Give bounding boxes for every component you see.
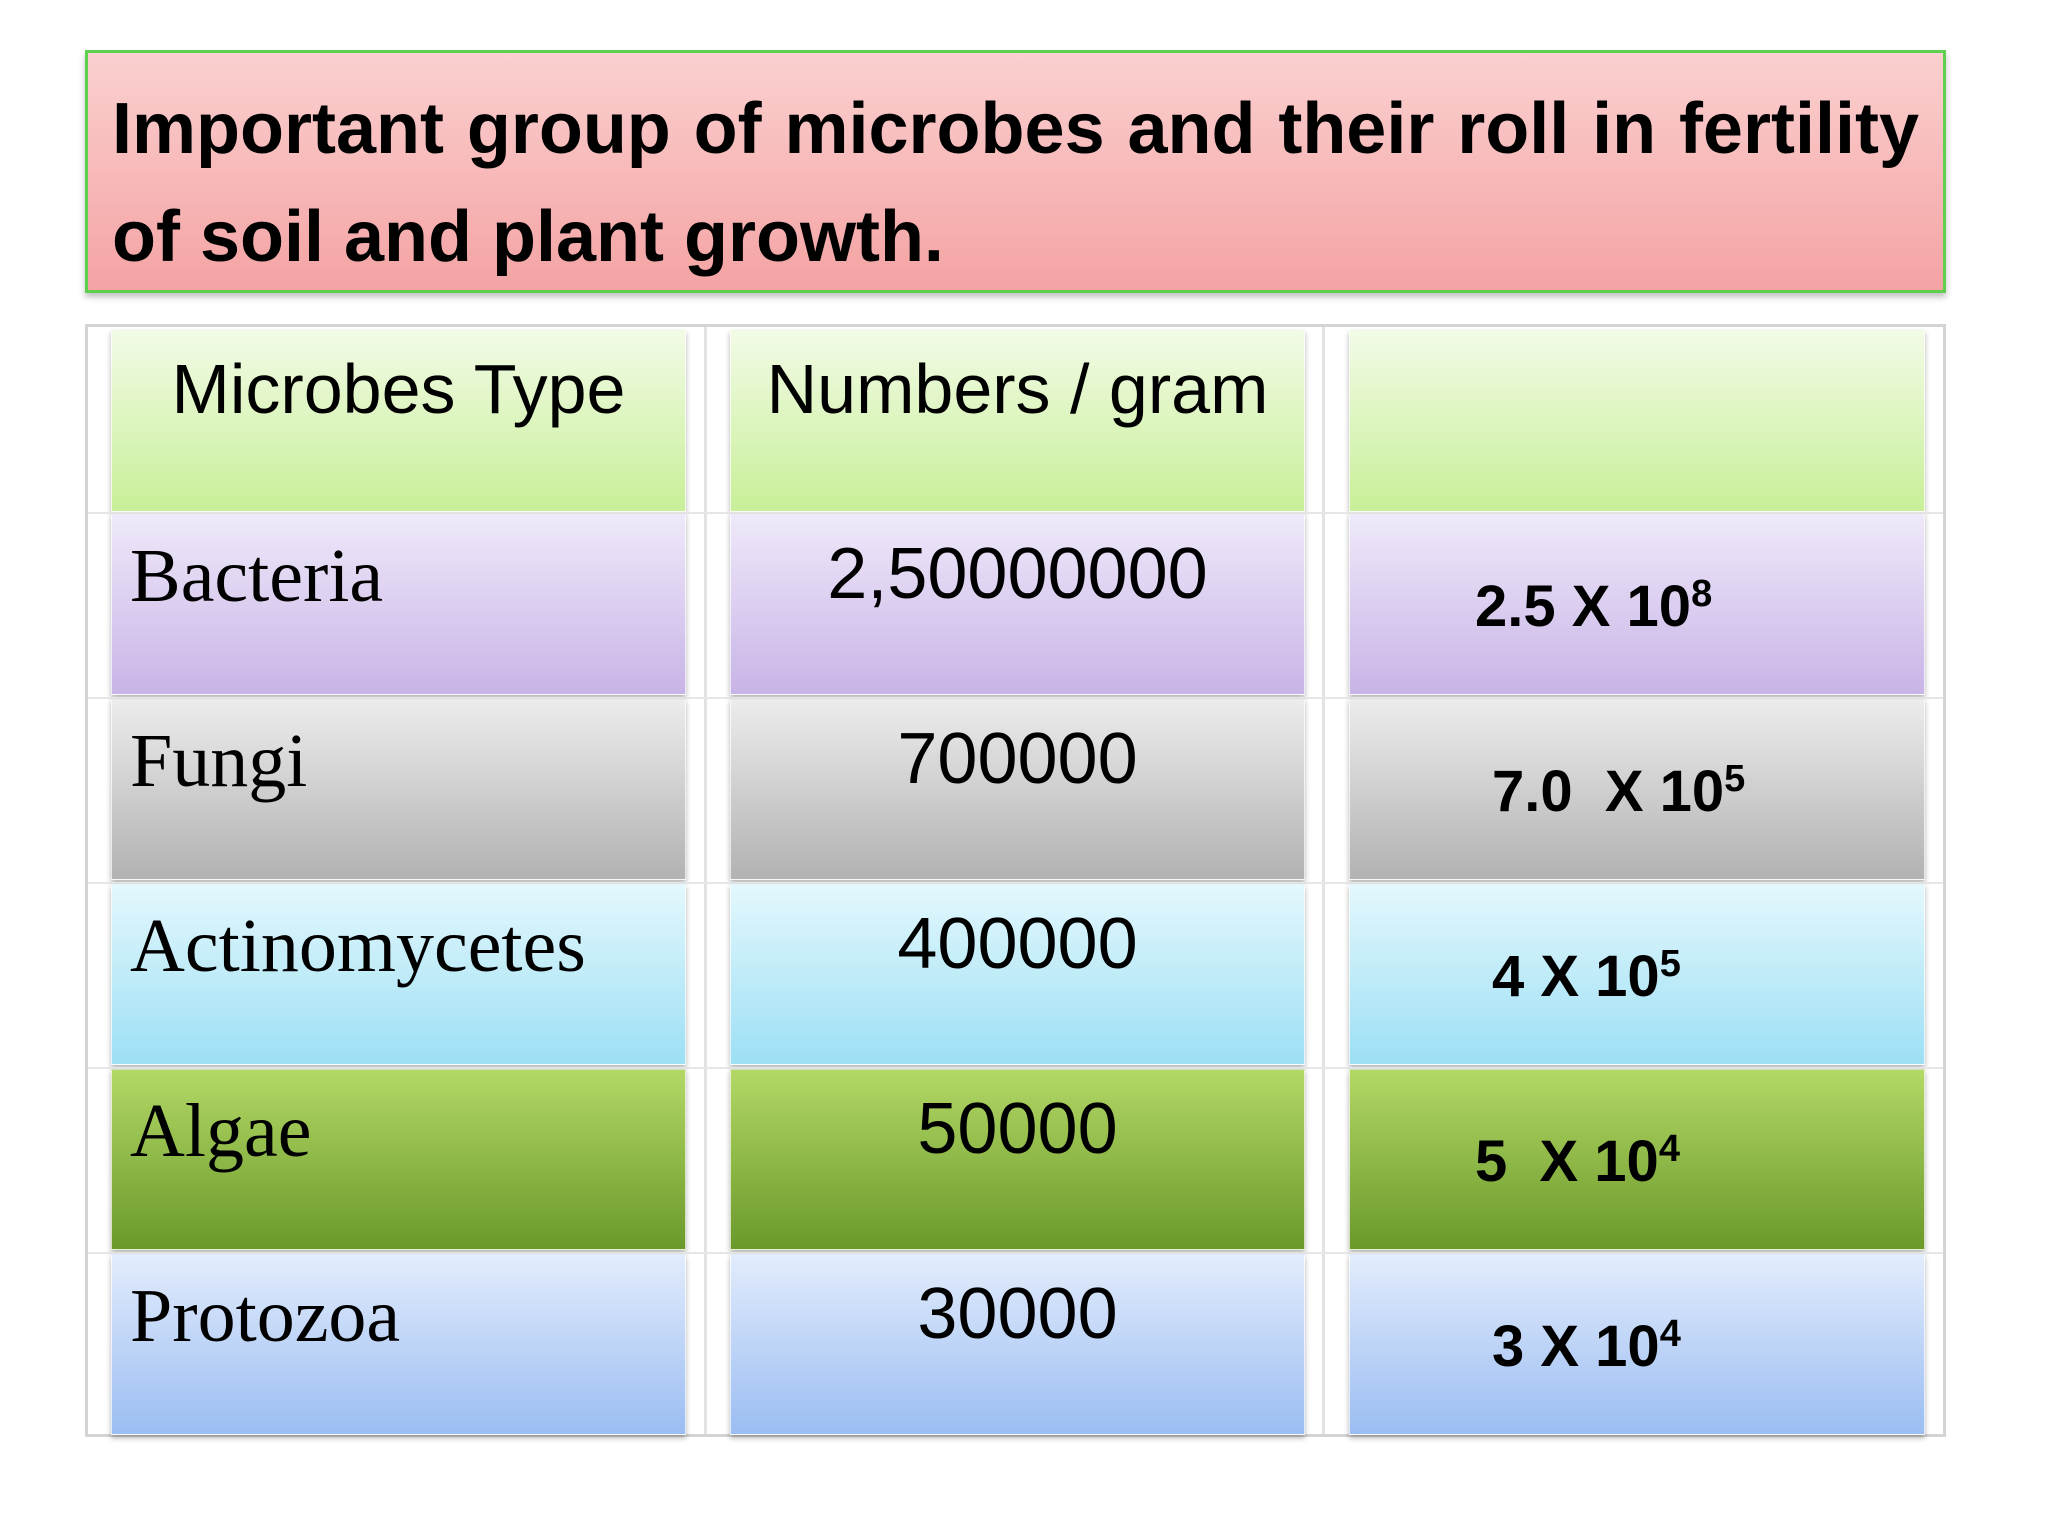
count-per-gram: 30000: [730, 1254, 1305, 1435]
count-per-gram: 2,50000000: [730, 514, 1305, 695]
microbe-name: Algae: [111, 1069, 686, 1250]
notation-exponent: 5: [1659, 943, 1681, 985]
notation-base: 3 X 10: [1492, 1314, 1660, 1379]
scientific-notation: 2.5 X 108: [1349, 514, 1925, 695]
slide-title: Important group of microbes and their ro…: [112, 89, 1919, 277]
row-divider: [88, 512, 1943, 514]
header-cell: Microbes Type: [111, 330, 686, 512]
notation-exponent: 8: [1691, 573, 1713, 615]
row-divider: [88, 1067, 1943, 1069]
notation-base: 7.0 X 10: [1492, 759, 1725, 824]
row-divider: [88, 697, 1943, 699]
microbe-name: Bacteria: [111, 514, 686, 695]
notation-exponent: 4: [1658, 1128, 1680, 1170]
notation-base: 5 X 10: [1475, 1129, 1659, 1194]
count-per-gram: 400000: [730, 884, 1305, 1065]
notation-base: 2.5 X 10: [1475, 574, 1692, 639]
row-divider: [88, 882, 1943, 884]
header-cell: Numbers / gram: [730, 330, 1305, 512]
row-divider: [88, 1252, 1943, 1254]
count-per-gram: 700000: [730, 699, 1305, 880]
count-per-gram: 50000: [730, 1069, 1305, 1250]
column-divider: [704, 327, 707, 1434]
notation-exponent: 4: [1659, 1313, 1681, 1355]
table: Microbes Type Numbers / gram Bacteria 2,5…: [85, 324, 1946, 1437]
notation-base: 4 X 10: [1492, 944, 1660, 1009]
notation-exponent: 5: [1724, 758, 1746, 800]
microbe-name: Actinomycetes: [111, 884, 686, 1065]
column-divider: [1322, 327, 1325, 1434]
scientific-notation: 4 X 105: [1349, 884, 1925, 1065]
header-cell: [1349, 330, 1925, 512]
microbe-name: Protozoa: [111, 1254, 686, 1435]
scientific-notation: 7.0 X 105: [1349, 699, 1925, 880]
microbe-name: Fungi: [111, 699, 686, 880]
scientific-notation: 5 X 104: [1349, 1069, 1925, 1250]
scientific-notation: 3 X 104: [1349, 1254, 1925, 1435]
title-box: Important group of microbes and their ro…: [85, 50, 1946, 293]
